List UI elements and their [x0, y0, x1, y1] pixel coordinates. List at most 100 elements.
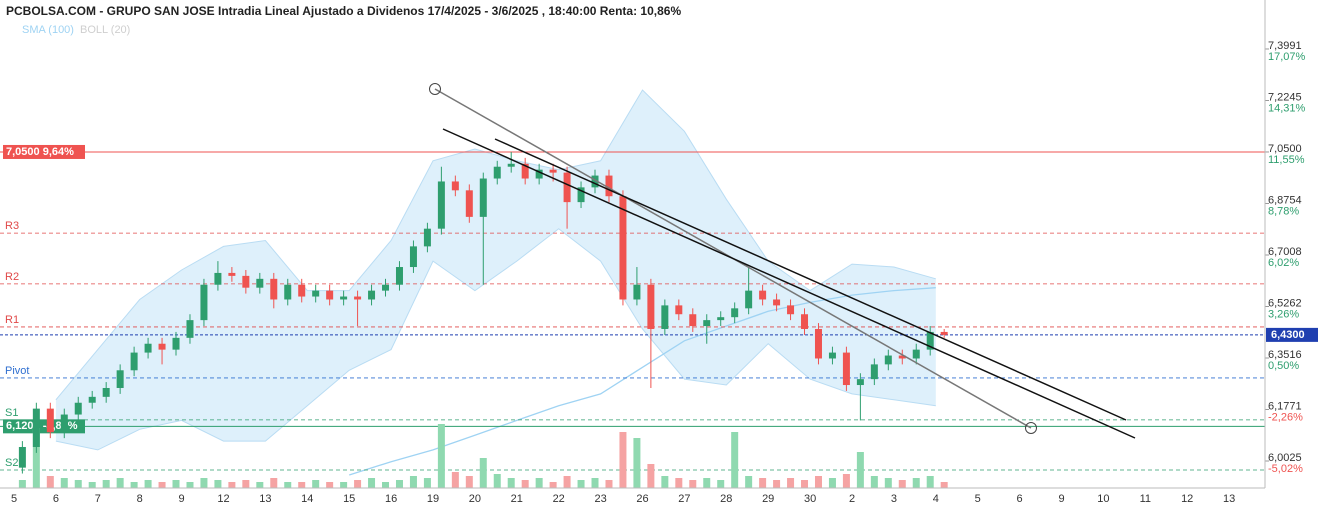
x-tick-label: 4: [933, 493, 939, 505]
volume-bar: [354, 480, 362, 488]
x-tick-label: 2: [849, 493, 855, 505]
volume-bar: [242, 480, 250, 488]
x-tick-label: 26: [636, 493, 648, 505]
volume-bar: [437, 424, 445, 488]
y-tick-pct: -5,02%: [1268, 463, 1303, 475]
sma-line: [349, 287, 936, 476]
candle-body: [340, 296, 348, 300]
y-tick-label: 7,2245: [1268, 91, 1302, 103]
volume-bar: [814, 476, 822, 488]
candle-body: [856, 379, 864, 386]
candle-body: [102, 387, 110, 397]
candle-body: [60, 414, 68, 433]
candle-body: [563, 172, 571, 203]
x-tick-label: 30: [804, 493, 816, 505]
trend-handle: [1025, 422, 1037, 434]
y-tick-label: 6,1771: [1268, 400, 1302, 412]
volume-bar: [409, 476, 417, 488]
trend-line: [494, 138, 1127, 421]
volume-bar: [940, 482, 948, 488]
x-tick-label: 14: [301, 493, 313, 505]
volume-bar: [382, 482, 390, 488]
price-label: 6,4300: [1271, 329, 1305, 341]
candle-body: [284, 284, 292, 300]
candle-body: [898, 355, 906, 359]
y-tick-pct: 6,02%: [1268, 257, 1299, 269]
volume-bar: [717, 480, 725, 488]
trend-handle: [429, 83, 441, 95]
volume-bar: [563, 476, 571, 488]
candle-body: [577, 187, 585, 203]
candle-body: [200, 284, 208, 321]
bollinger-lower: [55, 228, 936, 451]
y-tick-pct: 3,26%: [1268, 308, 1299, 320]
candle-body: [298, 284, 306, 297]
candle-body: [88, 396, 96, 403]
volume-bar: [395, 480, 403, 488]
x-tick-label: 13: [1223, 493, 1235, 505]
candle-body: [144, 343, 152, 353]
candle-body: [228, 272, 236, 276]
candle-body: [270, 278, 278, 300]
bollinger-upper: [55, 89, 936, 401]
candle-body: [32, 408, 40, 447]
candle-body: [814, 328, 822, 359]
volume-bar: [675, 478, 683, 488]
y-tick-pct: -2,26%: [1268, 411, 1303, 423]
reference-label: 6,1200 -4,82%: [6, 420, 78, 432]
candle-body: [703, 320, 711, 327]
x-tick-label: 20: [469, 493, 481, 505]
volume-bar: [549, 482, 557, 488]
volume-bar: [787, 478, 795, 488]
volume-bar: [144, 480, 152, 488]
candle-body: [354, 296, 362, 300]
candle-body: [172, 337, 180, 350]
x-tick-label: 6: [53, 493, 59, 505]
candle-body: [326, 290, 334, 300]
x-tick-label: 22: [553, 493, 565, 505]
y-tick-label: 7,3991: [1268, 40, 1302, 52]
x-tick-label: 21: [511, 493, 523, 505]
candle-body: [773, 299, 781, 306]
trend-lines: [429, 83, 1136, 439]
volume-bar: [465, 476, 473, 488]
x-tick-label: 11: [1140, 493, 1151, 505]
candle-body: [242, 275, 250, 288]
candle-body: [423, 228, 431, 247]
x-tick-label: 12: [217, 493, 229, 505]
x-tick-label: 27: [678, 493, 690, 505]
y-tick-label: 6,0025: [1268, 452, 1302, 464]
candle-body: [549, 169, 557, 173]
y-tick-pct: 14,31%: [1268, 102, 1306, 114]
candle-body: [18, 446, 26, 468]
volume-bar: [884, 478, 892, 488]
volume-bar: [130, 482, 138, 488]
candle-body: [828, 352, 836, 359]
y-tick-pct: 0,50%: [1268, 360, 1299, 372]
x-tick-label: 16: [385, 493, 397, 505]
x-tick-label: 9: [1058, 493, 1064, 505]
candle-body: [368, 290, 376, 300]
candle-body: [926, 331, 934, 350]
candle-body: [661, 305, 669, 329]
volume-bar: [591, 478, 599, 488]
x-tick-label: 13: [259, 493, 271, 505]
candle-body: [689, 314, 697, 327]
volume-bar: [368, 478, 376, 488]
x-tick-label: 29: [762, 493, 774, 505]
volume-bar: [256, 482, 264, 488]
candle-body: [130, 352, 138, 371]
level-label: R3: [5, 220, 19, 232]
candle-body: [214, 272, 222, 285]
legend-entry: BOLL (20): [80, 24, 130, 36]
y-tick-label: 6,7008: [1268, 246, 1302, 258]
volume-bar: [32, 428, 40, 488]
x-tick-label: 5: [11, 493, 17, 505]
x-tick-label: 3: [891, 493, 897, 505]
volume-bar: [647, 464, 655, 488]
candle-body: [437, 181, 445, 229]
volume-bar: [340, 482, 348, 488]
y-tick-pct: 11,55%: [1268, 154, 1305, 166]
reference-label: 7,0500 9,64%: [6, 146, 74, 158]
candle-body: [493, 166, 501, 179]
